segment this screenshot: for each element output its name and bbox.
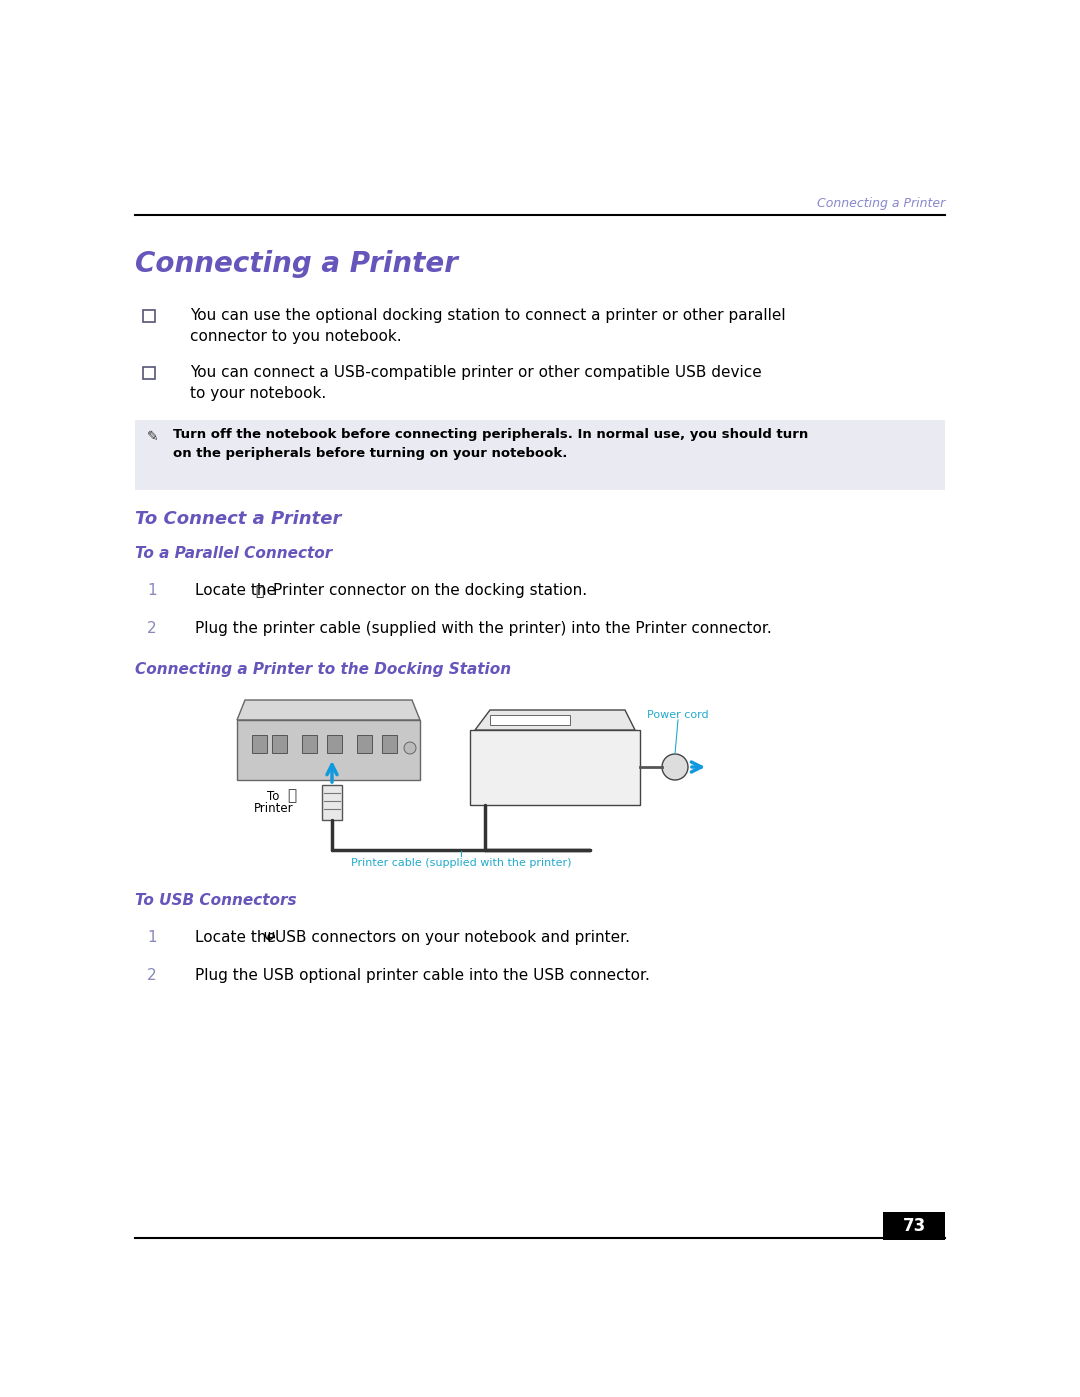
FancyBboxPatch shape bbox=[322, 785, 342, 820]
Text: To USB Connectors: To USB Connectors bbox=[135, 893, 297, 908]
Text: Connecting a Printer: Connecting a Printer bbox=[135, 250, 458, 278]
Text: Locate the: Locate the bbox=[195, 583, 276, 598]
Text: You can use the optional docking station to connect a printer or other parallel
: You can use the optional docking station… bbox=[190, 307, 785, 344]
Text: To: To bbox=[267, 789, 280, 803]
Text: Power cord: Power cord bbox=[647, 710, 708, 719]
FancyBboxPatch shape bbox=[143, 367, 156, 379]
Text: To a Parallel Connector: To a Parallel Connector bbox=[135, 546, 333, 562]
Polygon shape bbox=[237, 700, 420, 719]
Text: To Connect a Printer: To Connect a Printer bbox=[135, 510, 341, 528]
FancyBboxPatch shape bbox=[382, 735, 397, 753]
FancyBboxPatch shape bbox=[470, 731, 640, 805]
Text: Turn off the notebook before connecting peripherals. In normal use, you should t: Turn off the notebook before connecting … bbox=[173, 427, 808, 460]
Text: Plug the USB optional printer cable into the USB connector.: Plug the USB optional printer cable into… bbox=[195, 968, 650, 983]
Text: 2: 2 bbox=[147, 622, 157, 636]
Text: Printer: Printer bbox=[254, 802, 294, 814]
Text: ✎: ✎ bbox=[147, 430, 159, 444]
Text: Plug the printer cable (supplied with the printer) into the Printer connector.: Plug the printer cable (supplied with th… bbox=[195, 622, 772, 636]
Text: ⎙: ⎙ bbox=[255, 584, 264, 598]
Text: 1: 1 bbox=[147, 930, 157, 944]
Circle shape bbox=[662, 754, 688, 780]
FancyBboxPatch shape bbox=[252, 735, 267, 753]
FancyBboxPatch shape bbox=[327, 735, 342, 753]
FancyBboxPatch shape bbox=[490, 715, 570, 725]
Text: Printer connector on the docking station.: Printer connector on the docking station… bbox=[273, 583, 588, 598]
Text: Connecting a Printer: Connecting a Printer bbox=[816, 197, 945, 210]
Text: Locate the: Locate the bbox=[195, 930, 276, 944]
Text: 1: 1 bbox=[147, 583, 157, 598]
Text: Ψ: Ψ bbox=[264, 930, 274, 944]
Text: You can connect a USB-compatible printer or other compatible USB device
to your : You can connect a USB-compatible printer… bbox=[190, 365, 761, 401]
FancyBboxPatch shape bbox=[272, 735, 287, 753]
FancyBboxPatch shape bbox=[302, 735, 318, 753]
FancyBboxPatch shape bbox=[237, 719, 420, 780]
FancyBboxPatch shape bbox=[357, 735, 372, 753]
Text: ⎙: ⎙ bbox=[287, 788, 296, 803]
FancyBboxPatch shape bbox=[883, 1213, 945, 1241]
FancyBboxPatch shape bbox=[143, 310, 156, 321]
Text: USB connectors on your notebook and printer.: USB connectors on your notebook and prin… bbox=[275, 930, 630, 944]
Text: 2: 2 bbox=[147, 968, 157, 983]
Text: Connecting a Printer to the Docking Station: Connecting a Printer to the Docking Stat… bbox=[135, 662, 511, 678]
Text: 73: 73 bbox=[903, 1217, 926, 1235]
FancyBboxPatch shape bbox=[135, 420, 945, 490]
Circle shape bbox=[404, 742, 416, 754]
Polygon shape bbox=[475, 710, 635, 731]
Text: Printer cable (supplied with the printer): Printer cable (supplied with the printer… bbox=[351, 858, 571, 868]
